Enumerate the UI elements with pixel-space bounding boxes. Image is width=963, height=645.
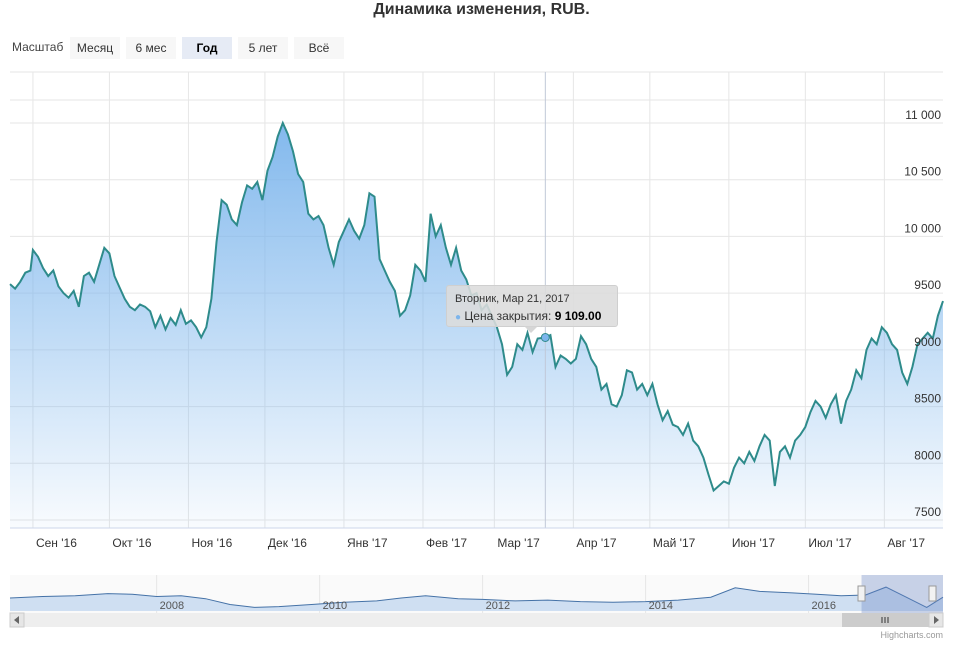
range-selector-label: Масштаб xyxy=(12,40,64,54)
y-tick-label: 9000 xyxy=(914,335,941,349)
tooltip-value: 9 109.00 xyxy=(554,309,602,323)
chart-title: Динамика изменения, RUB. xyxy=(373,1,590,18)
navigator-year-label: 2014 xyxy=(649,600,673,612)
x-tick-label: Дек '16 xyxy=(268,536,307,550)
range-6-months-button[interactable]: 6 мес xyxy=(126,37,176,59)
x-tick-label: Мар '17 xyxy=(497,536,540,550)
range-5-years-button[interactable]: 5 лет xyxy=(238,37,288,59)
tooltip-arrow xyxy=(524,326,538,333)
tooltip-series-label: Цена закрытия: xyxy=(464,309,552,323)
navigator-year-label: 2008 xyxy=(160,600,184,612)
x-tick-label: Май '17 xyxy=(653,536,696,550)
navigator-year-label: 2010 xyxy=(323,600,347,612)
x-tick-label: Окт '16 xyxy=(112,536,152,550)
x-tick-label: Июн '17 xyxy=(732,536,776,550)
x-tick-label: Янв '17 xyxy=(347,536,388,550)
navigator-line xyxy=(9,586,944,608)
x-tick-label: Авг '17 xyxy=(887,536,925,550)
scroll-left-arrow-icon xyxy=(14,616,19,624)
series-dot-icon: ● xyxy=(455,312,462,323)
navigator-left-handle xyxy=(857,585,866,602)
credits-link[interactable]: Highcharts.com xyxy=(880,630,943,640)
y-tick-label: 8500 xyxy=(914,392,941,406)
range-month-button[interactable]: Месяц xyxy=(70,37,120,59)
tooltip-date: Вторник, Мар 21, 2017 xyxy=(455,293,570,305)
x-tick-label: Фев '17 xyxy=(426,536,467,550)
navigator-right-handle xyxy=(928,585,937,602)
y-tick-label: 8000 xyxy=(914,448,941,462)
scroll-right-arrow-icon xyxy=(934,616,939,624)
x-axis-labels: Сен '16 Окт '16 Ноя '16 Дек '16 Янв '17 Фев '… xyxy=(36,536,925,550)
range-year-button[interactable]: Год xyxy=(182,37,232,59)
navigator-area xyxy=(10,587,943,611)
scrollbar-grip-icon xyxy=(881,617,889,623)
y-tick-label: 9500 xyxy=(914,278,941,292)
y-tick-label: 10 500 xyxy=(904,165,941,179)
data-tooltip: Вторник, Мар 21, 2017 ● Цена закрытия: 9… xyxy=(446,285,618,327)
x-tick-label: Сен '16 xyxy=(36,536,77,550)
navigator-year-labels: 2008 2010 2012 2014 2016 xyxy=(160,600,836,612)
y-tick-label: 11 000 xyxy=(905,108,941,122)
x-tick-label: Июл '17 xyxy=(808,536,852,550)
navigator-year-label: 2012 xyxy=(486,600,510,612)
y-tick-label: 7500 xyxy=(914,505,941,519)
scrollbar-track xyxy=(10,613,943,627)
x-tick-label: Ноя '16 xyxy=(191,536,232,550)
y-axis-labels: 7500 8000 8500 9000 9500 10 000 10 500 11 000 xyxy=(904,108,941,519)
hover-point xyxy=(540,332,550,342)
x-tick-label: Апр '17 xyxy=(576,536,616,550)
range-all-button[interactable]: Всё xyxy=(294,37,344,59)
y-tick-label: 10 000 xyxy=(904,221,941,235)
navigator-year-label: 2016 xyxy=(812,600,836,612)
